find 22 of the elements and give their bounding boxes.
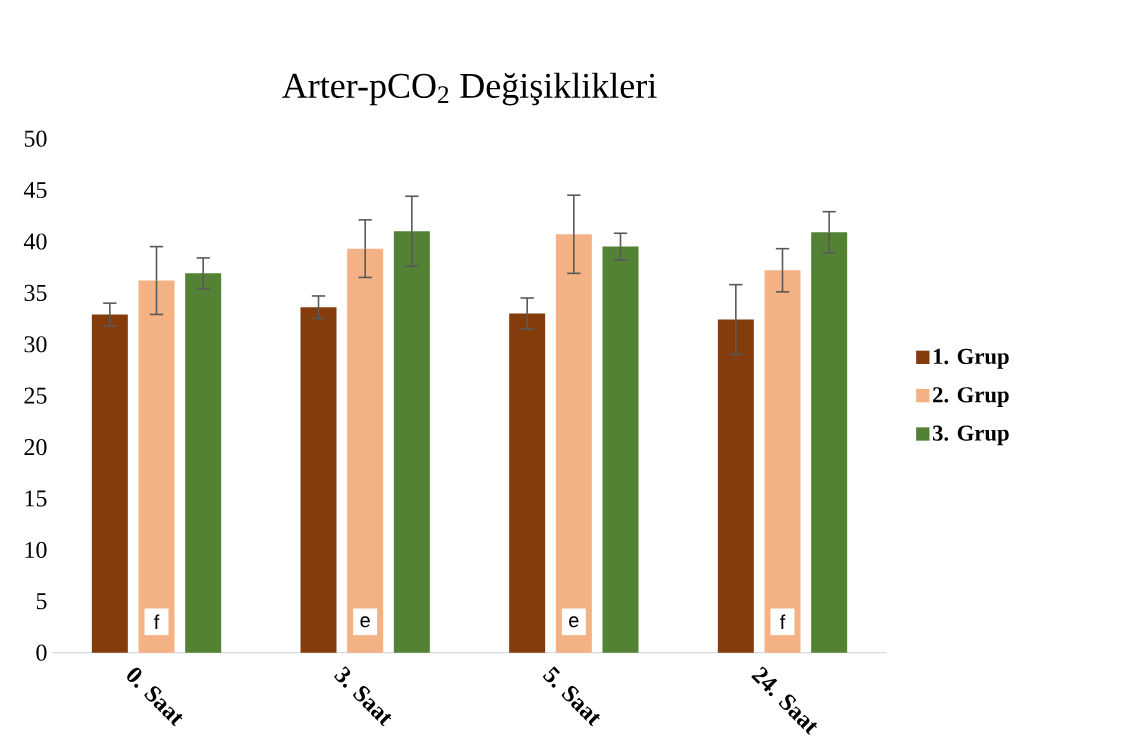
x-tick-label: 5. Saat bbox=[542, 666, 600, 727]
annotation: e bbox=[569, 616, 579, 628]
y-tick-label: 10 bbox=[25, 541, 47, 558]
x-tick-label: 0. Saat bbox=[127, 667, 183, 727]
y-tick-label: 30 bbox=[24, 336, 47, 353]
y-tick-label: 45 bbox=[23, 182, 47, 199]
y-tick-label: 35 bbox=[24, 284, 47, 301]
x-tick-label: 3. Saat bbox=[334, 666, 392, 727]
y-tick-label: 15 bbox=[25, 490, 47, 507]
legend-label: 3. Grup bbox=[932, 425, 1009, 446]
annotation: f bbox=[154, 614, 160, 630]
legend-label: 1. Grup bbox=[933, 348, 1009, 369]
y-tick-label: 5 bbox=[36, 593, 47, 610]
y-tick-label: 50 bbox=[24, 130, 47, 147]
y-tick-label: 20 bbox=[24, 438, 47, 456]
y-tick-label: 25 bbox=[24, 387, 47, 404]
legend-label: 2. Grup bbox=[933, 387, 1009, 408]
annotation: f bbox=[780, 614, 786, 630]
chart-title: Arter-pCO$_{2}$ Değişiklikleri bbox=[282, 72, 657, 106]
y-tick-label: 0 bbox=[36, 644, 47, 661]
y-tick-label: 40 bbox=[23, 233, 47, 250]
annotation: e bbox=[360, 616, 370, 628]
